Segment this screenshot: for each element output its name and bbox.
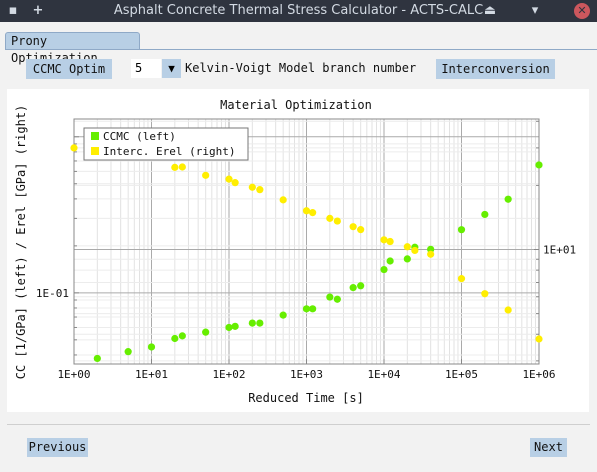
legend-box xyxy=(83,127,249,161)
erel-point xyxy=(231,179,239,187)
right-tick-label: 1E+01 xyxy=(543,244,576,257)
ccmc-point xyxy=(309,305,317,313)
x-tick-label: 1E+02 xyxy=(212,368,245,381)
ccmc-optim-button[interactable]: CCMC Optim xyxy=(26,59,112,79)
ccmc-point xyxy=(481,210,489,219)
ccmc-point xyxy=(178,332,186,340)
ccmc-point xyxy=(535,161,543,169)
window-title: Asphalt Concrete Thermal Stress Calculat… xyxy=(113,3,484,18)
ccmc-point xyxy=(333,295,341,303)
ccmc-point xyxy=(248,319,256,327)
erel-point xyxy=(225,175,233,183)
ccmc-point xyxy=(231,322,239,330)
legend: CCMC (left) Interc. Erel (right) xyxy=(83,127,249,161)
x-tick-label: 1E+03 xyxy=(290,368,323,381)
x-tick-label: 1E+06 xyxy=(522,368,555,381)
ccmc-point xyxy=(349,284,357,292)
minimize-icon[interactable]: ⏏ xyxy=(483,3,497,18)
close-icon[interactable]: ✕ xyxy=(574,3,590,19)
legend-label-ccmc: CCMC (left) xyxy=(103,130,176,143)
erel-point xyxy=(386,237,394,246)
erel-point xyxy=(380,236,388,244)
erel-point xyxy=(333,217,341,225)
interconversion-button[interactable]: Interconversion xyxy=(436,59,555,79)
erel-point xyxy=(411,246,419,255)
ccmc-point xyxy=(326,293,334,301)
erel-point xyxy=(202,171,210,179)
ccmc-point xyxy=(403,255,411,263)
legend-swatch-erel xyxy=(91,147,99,155)
x-tick-label: 1E+01 xyxy=(135,368,168,381)
erel-point xyxy=(427,250,435,258)
next-button[interactable]: Next xyxy=(530,438,567,457)
ccmc-point xyxy=(202,328,210,336)
erel-point xyxy=(326,214,334,222)
tab-prony-optimization[interactable]: Prony Optimization xyxy=(5,32,140,65)
erel-point xyxy=(349,223,357,231)
ccmc-point xyxy=(93,354,101,363)
erel-point xyxy=(178,163,186,171)
ccmc-point xyxy=(171,334,179,343)
erel-point xyxy=(403,243,411,251)
erel-point xyxy=(279,196,287,204)
erel-point xyxy=(457,275,466,283)
chart-panel: 1E+00 1E+01 1E+02 1E+03 1E+04 1E+05 1E+06 Mate… xyxy=(7,89,589,412)
ccmc-point xyxy=(357,282,365,290)
chevron-down-icon[interactable]: ▼ xyxy=(162,59,181,78)
ccmc-point xyxy=(302,305,311,313)
pin-icon[interactable]: ▪ xyxy=(8,3,18,18)
chart-title: Material Optimization xyxy=(220,98,372,112)
ccmc-point xyxy=(504,195,512,203)
x-tick-label: 1E+00 xyxy=(57,368,90,381)
ccmc-point xyxy=(256,319,264,327)
branch-number-field[interactable]: 5 xyxy=(131,59,161,78)
ccmc-point xyxy=(124,348,132,356)
erel-point xyxy=(248,183,256,191)
window-titlebar: ▪ + Asphalt Concrete Thermal Stress Calc… xyxy=(0,0,597,22)
ccmc-point xyxy=(147,343,156,351)
ccmc-point xyxy=(386,257,394,265)
footer-separator xyxy=(7,424,590,425)
tab-divider xyxy=(5,49,597,50)
erel-point xyxy=(535,335,543,343)
x-axis-label: Reduced Time [s] xyxy=(248,391,364,405)
erel-point xyxy=(504,306,512,314)
ccmc-point xyxy=(457,226,466,234)
left-tick-label: 1E-01 xyxy=(36,287,69,300)
ccmc-point xyxy=(225,323,233,332)
erel-point xyxy=(70,144,78,152)
ccmc-point xyxy=(279,311,287,319)
erel-point xyxy=(171,163,179,171)
material-optimization-chart: 1E+00 1E+01 1E+02 1E+03 1E+04 1E+05 1E+06 Mate… xyxy=(14,98,576,405)
ccmc-point xyxy=(380,265,388,274)
legend-label-erel: Interc. Erel (right) xyxy=(103,145,235,158)
erel-point xyxy=(256,186,264,194)
axis-ticks: 1E+00 1E+01 1E+02 1E+03 1E+04 1E+05 1E+06 xyxy=(57,120,556,381)
y-axis-label: CC [1/GPa] (left) / Erel [GPa] (right) xyxy=(14,105,28,380)
x-tick-label: 1E+05 xyxy=(445,368,478,381)
add-icon[interactable]: + xyxy=(32,3,44,18)
chart-marks xyxy=(70,144,543,363)
erel-point xyxy=(357,226,365,234)
erel-point xyxy=(309,209,317,217)
erel-point xyxy=(302,207,311,215)
branch-number-label: Kelvin-Voigt Model branch number xyxy=(185,61,417,75)
x-tick-label: 1E+04 xyxy=(367,368,400,381)
previous-button[interactable]: Previous xyxy=(27,438,88,457)
legend-swatch-ccmc xyxy=(91,132,99,140)
maximize-icon[interactable]: ▾ xyxy=(531,3,539,18)
erel-point xyxy=(481,290,489,298)
